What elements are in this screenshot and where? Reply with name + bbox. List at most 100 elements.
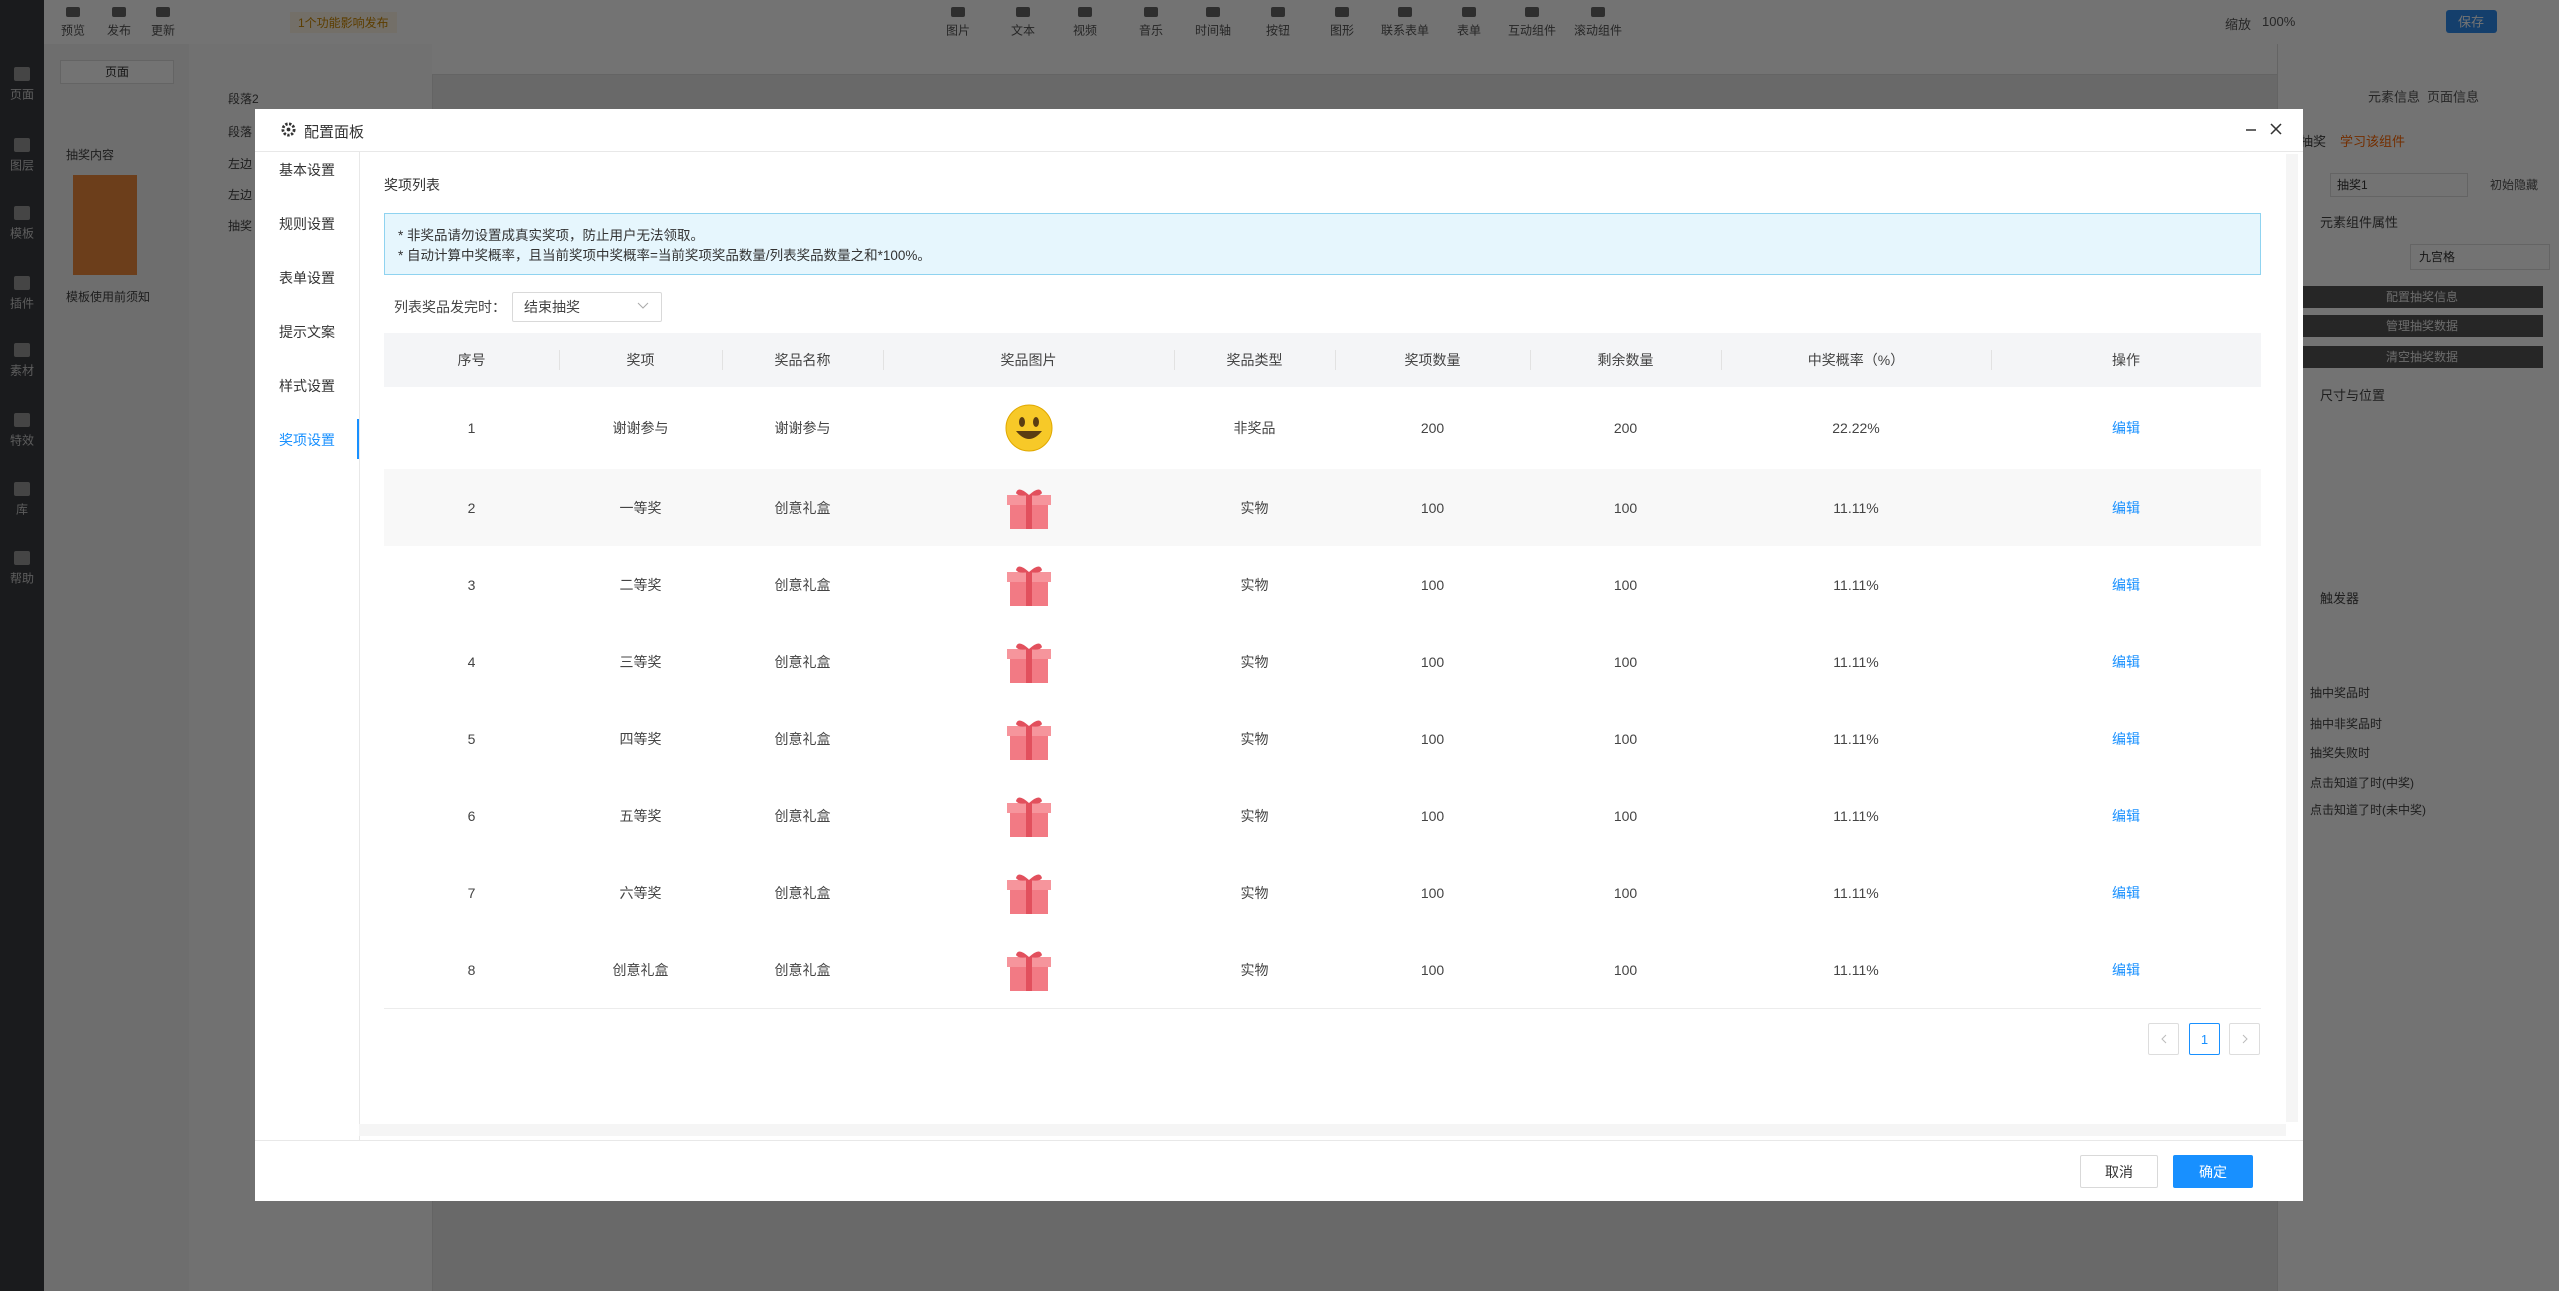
nav-active-bar [357,419,359,459]
minimize-button[interactable] [2244,122,2258,136]
edit-link[interactable]: 编辑 [2112,961,2140,978]
page-button[interactable]: 1 [2189,1023,2220,1055]
edit-link[interactable]: 编辑 [2112,420,2140,436]
table-cell: 11.11% [1833,730,1879,747]
exhaust-value: 结束抽奖 [524,299,580,315]
gift-ribbon [1025,879,1032,914]
edit-link[interactable]: 编辑 [2112,884,2140,901]
table-cell: 100 [1420,576,1445,593]
table-cell: 100 [1420,499,1445,516]
table-row[interactable] [384,387,2261,470]
page-arrow [2242,1034,2248,1044]
edit-link[interactable]: 编辑 [2112,730,2140,747]
table-cell: 100 [1420,653,1445,670]
table-cell: 11.11% [1833,576,1879,593]
table-cell: 4 [467,653,476,670]
table-cell: 一等奖 [619,499,662,516]
table-row[interactable] [384,777,2261,855]
config-modal: 配置面板 奖项列表 列表奖品发完时： 结束抽奖 取消 确定 基本设置 规则设置 表单… [255,109,2303,1201]
notice-box [384,213,2261,275]
prev-page[interactable] [2148,1023,2179,1055]
horizontal-scrollbar[interactable] [359,1124,2286,1136]
smiley-mouth [1015,431,1042,439]
table-cell: 二等奖 [619,576,662,593]
table-cell: 100 [1613,499,1638,516]
table-cell: 100 [1613,961,1638,978]
table-cell: 100 [1613,884,1638,901]
prize-table: 序号 奖项 奖品名称 奖品图片 奖品类型 奖项数量 剩余数量 中奖概率（%） 操作 1 谢谢参与 谢谢… [384,333,2261,1117]
table-cell: 11.11% [1833,961,1879,978]
vertical-scrollbar[interactable] [2286,154,2298,1122]
nav-item[interactable]: 表单设置 [279,270,335,286]
nav-item[interactable]: 提示文案 [279,324,335,340]
table-cell: 四等奖 [619,730,662,747]
column-divider [559,350,560,370]
nav-item[interactable]: 基本设置 [279,162,335,178]
gift-ribbon [1025,956,1032,991]
table-row[interactable] [384,546,2261,624]
table-cell: 创意礼盒 [612,961,669,978]
column-divider [1530,350,1531,370]
column-divider [1721,350,1722,370]
nav-item[interactable]: 奖项设置 [279,432,335,448]
smiley-eye [1018,417,1025,427]
arrow-path [637,302,649,309]
smiley-eye [1032,417,1039,427]
column-header: 操作 [2112,352,2140,368]
column-divider [722,350,723,370]
table-cell: 三等奖 [619,653,662,670]
exhaust-label: 列表奖品发完时： [394,299,506,315]
table-cell: 创意礼盒 [774,499,831,516]
column-header: 中奖概率（%） [1807,352,1905,368]
close-button[interactable] [2269,122,2283,136]
table-cell: 3 [467,576,476,593]
edit-link[interactable]: 编辑 [2112,653,2140,670]
table-cell: 谢谢参与 [774,420,831,436]
column-header: 奖品图片 [1000,352,1057,368]
gift-bow [1015,565,1042,573]
prize-image [883,469,1174,546]
gift-ribbon [1025,802,1032,837]
table-cell: 11.11% [1833,807,1879,824]
gift-icon [1006,873,1051,914]
table-cell: 实物 [1240,884,1269,901]
nav-item[interactable]: 样式设置 [279,378,335,394]
edit-link[interactable]: 编辑 [2112,576,2140,593]
table-cell: 2 [467,499,476,516]
table-cell: 100 [1420,884,1445,901]
close-icon [2270,123,2282,135]
gift-icon [1006,488,1051,529]
table-cell: 200 [1613,420,1638,436]
table-row[interactable] [384,931,2261,1009]
next-page[interactable] [2229,1023,2260,1055]
prize-image [883,387,1174,469]
column-divider [1335,350,1336,370]
table-cell: 6 [467,807,476,824]
edit-link[interactable]: 编辑 [2112,807,2140,824]
table-row[interactable] [384,854,2261,932]
prize-image [883,931,1174,1008]
nav-item[interactable]: 规则设置 [279,216,335,232]
table-cell: 100 [1613,653,1638,670]
cancel-button[interactable]: 取消 [2080,1155,2158,1188]
gift-icon [1006,796,1051,837]
section-title: 奖项列表 [384,177,440,193]
prize-image [883,623,1174,700]
select-arrow [637,302,649,309]
table-cell: 实物 [1240,730,1269,747]
table-cell: 实物 [1240,576,1269,593]
edit-link[interactable]: 编辑 [2112,499,2140,516]
prize-image [883,854,1174,931]
ok-button[interactable]: 确定 [2173,1155,2253,1188]
prize-image [883,546,1174,623]
column-header: 奖项数量 [1404,352,1461,368]
table-cell: 实物 [1240,961,1269,978]
gift-ribbon [1025,648,1032,683]
table-cell: 创意礼盒 [774,961,831,978]
exhaust-select[interactable] [512,292,662,322]
notice-line: * 自动计算中奖概率，且当前奖项中奖概率=当前奖项奖品数量/列表奖品数量之和*1… [398,248,931,263]
column-header: 序号 [457,352,486,368]
table-cell: 实物 [1240,807,1269,824]
table-cell: 创意礼盒 [774,730,831,747]
